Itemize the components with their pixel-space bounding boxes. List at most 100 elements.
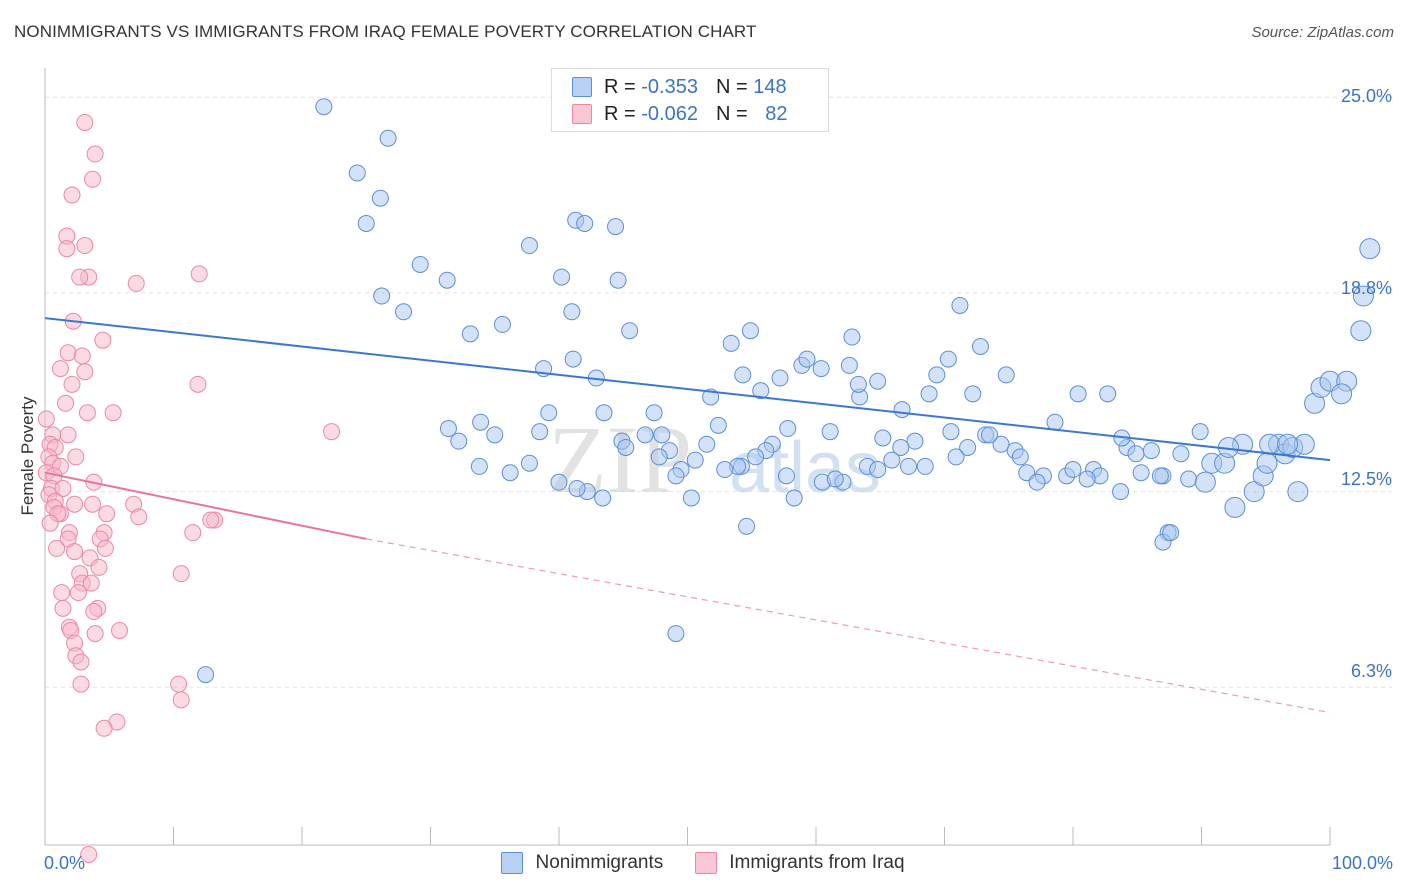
data-point xyxy=(965,386,981,402)
n-value: 82 xyxy=(765,103,787,126)
data-point xyxy=(203,512,219,528)
data-point xyxy=(1173,446,1189,462)
data-point xyxy=(52,361,68,377)
data-point xyxy=(780,421,796,437)
y-axis-label: Female Poverty xyxy=(18,396,38,515)
data-point xyxy=(1029,474,1045,490)
data-point xyxy=(893,439,909,455)
data-point xyxy=(1113,484,1129,500)
data-point xyxy=(998,367,1014,383)
data-point xyxy=(907,433,923,449)
data-point xyxy=(38,411,54,427)
data-point xyxy=(72,269,88,285)
data-point xyxy=(77,238,93,254)
data-point xyxy=(569,480,585,496)
data-point xyxy=(841,357,857,373)
data-point xyxy=(870,373,886,389)
data-point xyxy=(981,427,997,443)
data-point xyxy=(85,496,101,512)
data-point xyxy=(462,326,478,342)
data-point xyxy=(374,288,390,304)
data-point xyxy=(439,272,455,288)
data-point xyxy=(929,367,945,383)
data-point xyxy=(1070,386,1086,402)
data-point xyxy=(358,215,374,231)
data-point xyxy=(1163,525,1179,541)
data-point xyxy=(494,316,510,332)
data-point xyxy=(70,585,86,601)
data-point xyxy=(1012,449,1028,465)
data-point xyxy=(67,496,83,512)
data-point xyxy=(91,559,107,575)
data-point xyxy=(74,348,90,364)
data-point xyxy=(59,241,75,257)
data-point xyxy=(105,405,121,421)
data-point xyxy=(799,351,815,367)
data-point xyxy=(77,114,93,130)
data-point xyxy=(1143,443,1159,459)
data-point xyxy=(60,345,76,361)
y-tick-label: 6.3% xyxy=(1351,661,1392,682)
y-tick-label: 25.0% xyxy=(1341,86,1392,107)
data-point xyxy=(1181,471,1197,487)
data-point xyxy=(95,332,111,348)
data-point xyxy=(1079,471,1095,487)
data-point xyxy=(952,297,968,313)
data-point xyxy=(316,99,332,115)
data-point xyxy=(972,338,988,354)
data-point xyxy=(198,667,214,683)
data-point xyxy=(735,367,751,383)
data-point xyxy=(710,417,726,433)
data-point xyxy=(618,439,634,455)
stats-row-nonimmigrants: R = -0.353 N = 148 xyxy=(572,74,787,100)
data-point xyxy=(324,424,340,440)
legend-item-nonimmigrants: Nonimmigrants xyxy=(501,852,663,874)
data-point xyxy=(128,275,144,291)
data-point xyxy=(77,364,93,380)
data-point xyxy=(637,427,653,443)
data-point xyxy=(521,238,537,254)
data-point xyxy=(699,436,715,452)
data-point xyxy=(1065,462,1081,478)
data-point xyxy=(185,525,201,541)
data-point xyxy=(1351,321,1371,341)
data-point xyxy=(1192,424,1208,440)
data-point xyxy=(87,146,103,162)
data-point xyxy=(86,604,102,620)
series-legend: Nonimmigrants Immigrants from Iraq xyxy=(0,852,1406,874)
data-point xyxy=(1260,434,1280,454)
data-point xyxy=(473,414,489,430)
data-point xyxy=(651,449,667,465)
data-point xyxy=(380,130,396,146)
data-point xyxy=(58,395,74,411)
data-point xyxy=(577,215,593,231)
data-point xyxy=(875,430,891,446)
data-point xyxy=(742,323,758,339)
data-point xyxy=(1332,384,1352,404)
data-point xyxy=(112,622,128,638)
iraq-points xyxy=(38,114,339,862)
data-point xyxy=(554,269,570,285)
data-point xyxy=(372,190,388,206)
data-point xyxy=(1195,472,1215,492)
data-point xyxy=(1133,465,1149,481)
data-point xyxy=(396,304,412,320)
y-tick-label: 18.8% xyxy=(1341,278,1392,299)
data-point xyxy=(173,566,189,582)
data-point xyxy=(827,471,843,487)
data-point xyxy=(917,458,933,474)
data-point xyxy=(850,376,866,392)
data-point xyxy=(349,165,365,181)
data-point xyxy=(564,304,580,320)
data-point xyxy=(687,452,703,468)
data-point xyxy=(717,462,733,478)
data-point xyxy=(778,468,794,484)
r-value: -0.062 xyxy=(641,103,698,126)
data-point xyxy=(1360,239,1380,259)
data-point xyxy=(190,376,206,392)
data-point xyxy=(1278,434,1298,454)
y-tick-label: 12.5% xyxy=(1341,469,1392,490)
data-point xyxy=(64,376,80,392)
data-point xyxy=(940,351,956,367)
